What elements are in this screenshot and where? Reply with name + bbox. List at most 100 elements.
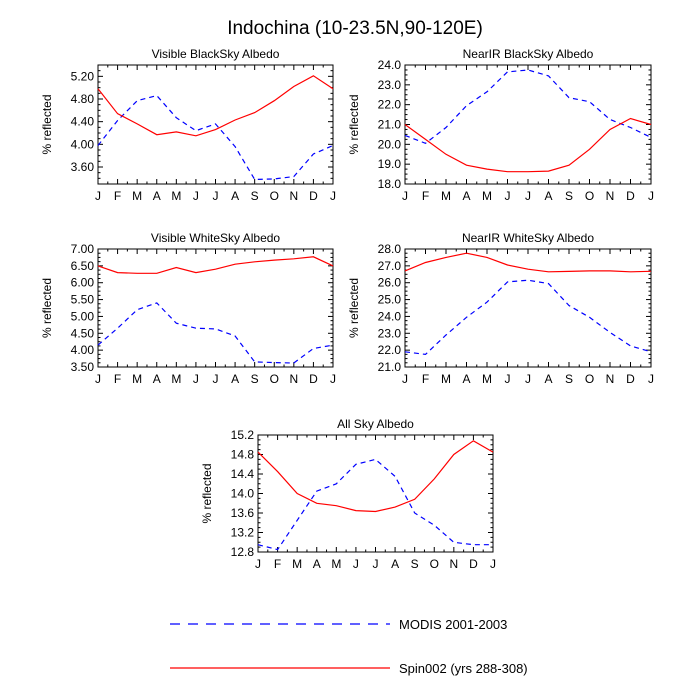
plot-frame xyxy=(97,248,334,368)
x-tick-label: S xyxy=(411,557,419,571)
x-tick-label: A xyxy=(544,372,552,386)
series-line-modis xyxy=(404,279,652,356)
x-tick-label: M xyxy=(331,557,341,571)
panel-title: All Sky Albedo xyxy=(337,417,414,431)
x-tick-label: M xyxy=(171,372,181,386)
panel-title: Visible WhiteSky Albedo xyxy=(151,231,281,245)
y-tick-label: 4.40 xyxy=(71,115,95,129)
x-tick-label: J xyxy=(525,189,531,203)
y-tick-label: 21.0 xyxy=(378,118,402,132)
x-tick-label: F xyxy=(114,372,121,386)
x-tick-label: M xyxy=(132,372,142,386)
x-tick-label: S xyxy=(251,189,259,203)
series-line-modis xyxy=(97,302,334,364)
x-tick-label: O xyxy=(270,372,279,386)
x-tick-label: J xyxy=(402,372,408,386)
y-tick-label: 5.20 xyxy=(71,69,95,83)
y-tick-label: 14.4 xyxy=(231,467,255,481)
x-tick-label: M xyxy=(482,372,492,386)
x-tick-label: J xyxy=(648,372,654,386)
x-tick-label: A xyxy=(391,557,399,571)
y-tick-label: 13.2 xyxy=(231,526,255,540)
panel-title: NearIR BlackSky Albedo xyxy=(463,47,594,61)
x-tick-label: S xyxy=(565,189,573,203)
y-axis-label: % reflected xyxy=(40,278,54,338)
y-tick-label: 19.0 xyxy=(378,157,402,171)
x-tick-label: O xyxy=(430,557,439,571)
x-tick-label: F xyxy=(114,189,121,203)
x-tick-label: J xyxy=(255,557,261,571)
x-tick-label: A xyxy=(231,189,239,203)
x-tick-label: A xyxy=(231,372,239,386)
y-tick-label: 20.0 xyxy=(378,137,402,151)
y-tick-label: 22.0 xyxy=(378,98,402,112)
x-tick-label: J xyxy=(330,372,336,386)
series-line-spin xyxy=(404,252,652,273)
y-tick-label: 15.2 xyxy=(231,428,255,442)
y-tick-label: 27.0 xyxy=(378,259,402,273)
legend: MODIS 2001-2003 Spin002 (yrs 288-308) xyxy=(170,617,528,676)
x-tick-label: N xyxy=(606,189,615,203)
x-tick-label: A xyxy=(544,189,552,203)
x-tick-label: N xyxy=(606,372,615,386)
x-tick-label: J xyxy=(490,557,496,571)
plot-frame xyxy=(404,248,652,368)
x-tick-label: D xyxy=(309,189,318,203)
y-tick-label: 24.0 xyxy=(378,309,402,323)
x-tick-label: N xyxy=(449,557,458,571)
y-axis-label: % reflected xyxy=(200,463,214,523)
x-tick-label: M xyxy=(132,189,142,203)
x-tick-label: O xyxy=(270,189,279,203)
y-tick-label: 26.0 xyxy=(378,276,402,290)
x-tick-label: D xyxy=(309,372,318,386)
y-axis-label: % reflected xyxy=(347,94,361,154)
y-tick-label: 3.50 xyxy=(71,360,95,374)
x-tick-label: J xyxy=(193,372,199,386)
y-tick-label: 14.8 xyxy=(231,448,255,462)
x-tick-label: J xyxy=(402,189,408,203)
y-tick-label: 7.00 xyxy=(71,242,95,256)
y-tick-label: 13.6 xyxy=(231,506,255,520)
x-tick-label: M xyxy=(292,557,302,571)
y-tick-label: 5.50 xyxy=(71,293,95,307)
series-line-modis xyxy=(97,94,334,181)
x-tick-label: J xyxy=(95,372,101,386)
x-tick-label: J xyxy=(193,189,199,203)
y-tick-label: 4.00 xyxy=(71,343,95,357)
x-tick-label: O xyxy=(585,189,594,203)
y-axis-label: % reflected xyxy=(40,94,54,154)
x-tick-label: S xyxy=(251,372,259,386)
x-tick-label: J xyxy=(525,372,531,386)
x-tick-label: J xyxy=(330,189,336,203)
series-line-spin xyxy=(97,256,334,274)
figure-title: Indochina (10-23.5N,90-120E) xyxy=(227,18,483,39)
x-tick-label: J xyxy=(505,372,511,386)
y-tick-label: 23.0 xyxy=(378,78,402,92)
x-tick-label: D xyxy=(626,372,635,386)
x-tick-label: A xyxy=(313,557,321,571)
x-tick-label: J xyxy=(505,189,511,203)
plot-frame xyxy=(404,64,652,185)
panel-title: NearIR WhiteSky Albedo xyxy=(462,231,594,245)
x-tick-label: A xyxy=(462,189,470,203)
x-tick-label: J xyxy=(373,557,379,571)
y-tick-label: 25.0 xyxy=(378,293,402,307)
legend-spin-label: Spin002 (yrs 288-308) xyxy=(399,661,528,676)
x-tick-label: D xyxy=(469,557,478,571)
x-tick-label: S xyxy=(565,372,573,386)
y-tick-label: 6.50 xyxy=(71,259,95,273)
x-tick-label: A xyxy=(153,372,161,386)
y-tick-label: 23.0 xyxy=(378,326,402,340)
series-line-spin xyxy=(257,440,494,513)
y-tick-label: 22.0 xyxy=(378,343,402,357)
y-tick-label: 5.00 xyxy=(71,309,95,323)
plot-frame xyxy=(257,434,494,553)
x-tick-label: M xyxy=(441,189,451,203)
x-tick-label: J xyxy=(648,189,654,203)
x-tick-label: O xyxy=(585,372,594,386)
y-tick-label: 6.00 xyxy=(71,276,95,290)
